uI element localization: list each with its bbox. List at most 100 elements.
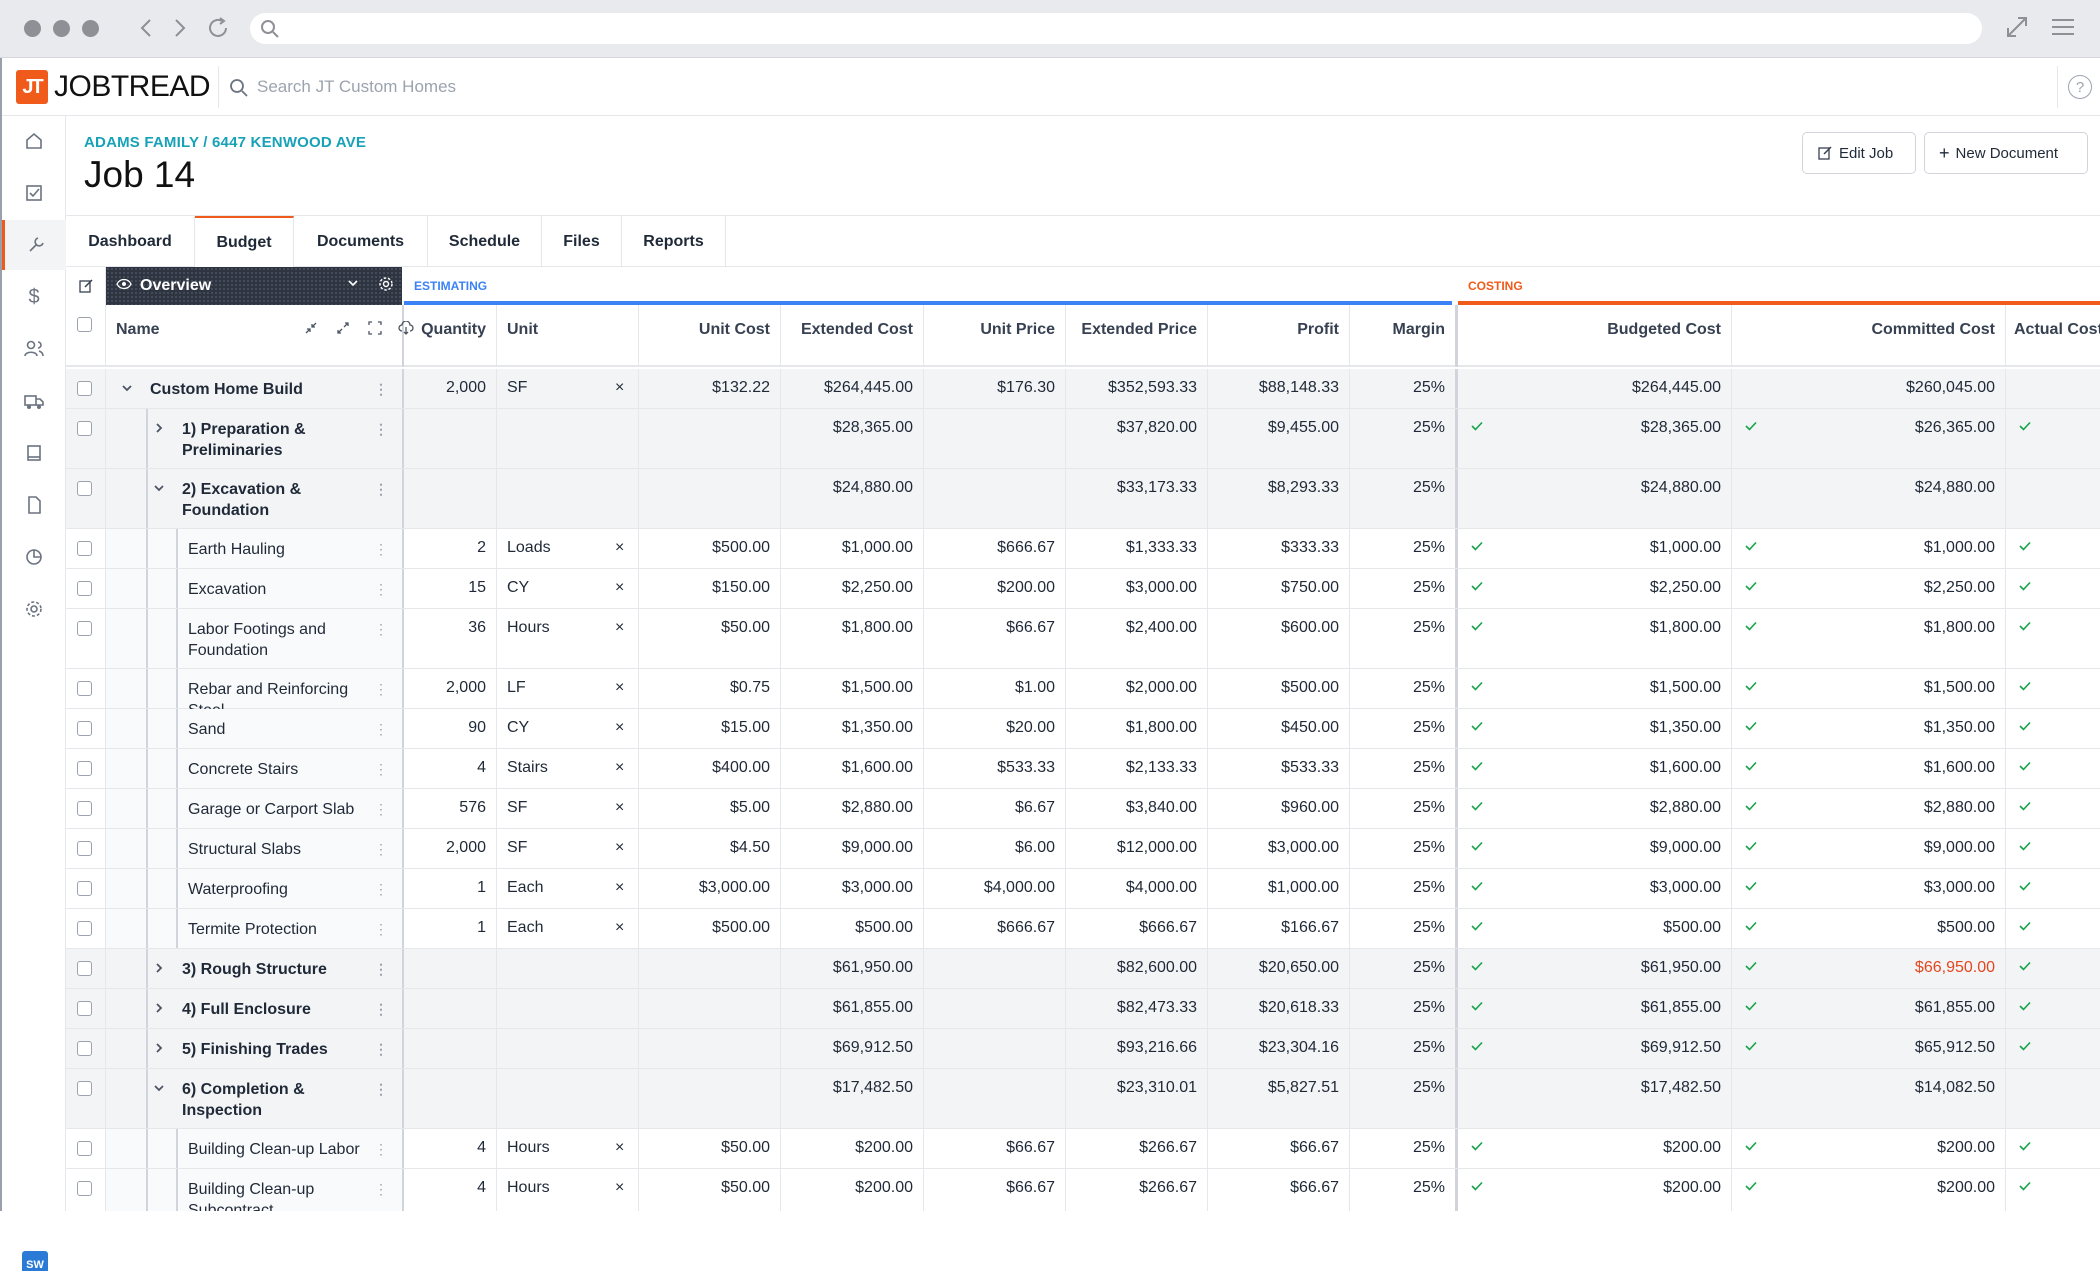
unit-cell[interactable]: Each × [497, 869, 639, 908]
item-name-cell[interactable]: Garage or Carport Slab ⋮ [106, 789, 404, 828]
budgeted-cost-cell[interactable]: $264,445.00 [1458, 369, 1732, 408]
unit-cost-cell[interactable]: $132.22 [639, 369, 781, 408]
unit-cost-cell[interactable]: $500.00 [639, 529, 781, 568]
row-menu-icon[interactable]: ⋮ [374, 681, 388, 697]
unit-cost-cell[interactable] [639, 1069, 781, 1128]
tab-reports[interactable]: Reports [622, 216, 726, 267]
committed-cost-cell[interactable]: $1,350.00 [1732, 709, 2006, 748]
chevron-down-icon[interactable] [152, 480, 166, 501]
breadcrumb[interactable]: ADAMS FAMILY / 6447 KENWOOD AVE [84, 134, 367, 151]
profit-cell[interactable]: $533.33 [1208, 749, 1350, 788]
item-name-cell[interactable]: 1) Preparation & Preliminaries ⋮ [106, 409, 404, 468]
unit-cost-cell[interactable]: $50.00 [639, 609, 781, 668]
budget-group-row[interactable]: 5) Finishing Trades ⋮ $69,912.50 $93,216.66… [66, 1029, 2100, 1069]
row-menu-icon[interactable]: ⋮ [374, 1041, 388, 1057]
col-header-profit[interactable]: Profit [1208, 305, 1350, 367]
extended-cost-cell[interactable]: $1,350.00 [781, 709, 924, 748]
extended-cost-cell[interactable]: $200.00 [781, 1129, 924, 1168]
maximize-window-button[interactable] [82, 20, 99, 37]
actual-cost-cell[interactable] [2006, 1129, 2100, 1168]
clear-unit-icon[interactable]: × [615, 879, 625, 896]
user-avatar[interactable]: SW [22, 1251, 48, 1271]
clear-unit-icon[interactable]: × [615, 839, 625, 856]
budget-group-row[interactable]: 1) Preparation & Preliminaries ⋮ $28,365.0… [66, 409, 2100, 469]
unit-cost-cell[interactable]: $150.00 [639, 569, 781, 608]
row-menu-icon[interactable]: ⋮ [374, 841, 388, 857]
budget-item-row[interactable]: Building Clean-up Labor ⋮ 4 Hours × $50.00 $20… [66, 1129, 2100, 1169]
profit-cell[interactable]: $9,455.00 [1208, 409, 1350, 468]
help-icon[interactable]: ? [2068, 75, 2092, 99]
unit-cost-cell[interactable] [639, 949, 781, 988]
extended-cost-cell[interactable]: $3,000.00 [781, 869, 924, 908]
profit-cell[interactable]: $960.00 [1208, 789, 1350, 828]
item-name-cell[interactable]: Structural Slabs ⋮ [106, 829, 404, 868]
jobtread-logo[interactable]: JT JOBTREAD [16, 70, 211, 104]
quantity-cell[interactable] [404, 949, 497, 988]
unit-cell[interactable]: Stairs × [497, 749, 639, 788]
row-checkbox[interactable] [77, 621, 92, 636]
budget-group-row[interactable]: 3) Rough Structure ⋮ $61,950.00 $82,600.00 $… [66, 949, 2100, 989]
collapse-all-icon[interactable] [304, 321, 318, 340]
extended-cost-cell[interactable]: $17,482.50 [781, 1069, 924, 1128]
row-menu-icon[interactable]: ⋮ [374, 581, 388, 597]
extended-price-cell[interactable]: $93,216.66 [1066, 1029, 1208, 1068]
item-name-cell[interactable]: Custom Home Build ⋮ [106, 369, 404, 408]
actual-cost-cell[interactable] [2006, 869, 2100, 908]
actual-cost-cell[interactable] [2006, 709, 2100, 748]
unit-price-cell[interactable]: $6.67 [924, 789, 1066, 828]
extended-cost-cell[interactable]: $24,880.00 [781, 469, 924, 528]
address-bar[interactable] [250, 13, 1982, 44]
profit-cell[interactable]: $166.67 [1208, 909, 1350, 948]
home-icon[interactable] [2, 116, 66, 166]
quantity-cell[interactable]: 1 [404, 909, 497, 948]
global-search-input[interactable]: Search JT Custom Homes [218, 66, 2058, 108]
margin-cell[interactable]: 25% [1350, 529, 1458, 568]
unit-cell[interactable]: Hours × [497, 1129, 639, 1168]
row-menu-icon[interactable]: ⋮ [374, 721, 388, 737]
item-name-cell[interactable]: Concrete Stairs ⋮ [106, 749, 404, 788]
minimize-window-button[interactable] [53, 20, 70, 37]
unit-price-cell[interactable] [924, 989, 1066, 1028]
clear-unit-icon[interactable]: × [615, 919, 625, 936]
row-menu-icon[interactable]: ⋮ [374, 961, 388, 977]
actual-cost-cell[interactable] [2006, 1069, 2100, 1128]
clear-unit-icon[interactable]: × [615, 799, 625, 816]
committed-cost-cell[interactable]: $260,045.00 [1732, 369, 2006, 408]
view-settings-gear-icon[interactable] [378, 276, 394, 297]
row-checkbox[interactable] [77, 881, 92, 896]
actual-cost-cell[interactable] [2006, 1029, 2100, 1068]
book-icon[interactable] [2, 428, 66, 478]
budgeted-cost-cell[interactable]: $200.00 [1458, 1169, 1732, 1211]
chevron-right-icon[interactable] [152, 420, 166, 441]
profit-cell[interactable]: $450.00 [1208, 709, 1350, 748]
committed-cost-cell[interactable]: $200.00 [1732, 1129, 2006, 1168]
unit-cell[interactable]: SF × [497, 789, 639, 828]
unit-cost-cell[interactable]: $50.00 [639, 1129, 781, 1168]
margin-cell[interactable]: 25% [1350, 569, 1458, 608]
budgeted-cost-cell[interactable]: $61,950.00 [1458, 949, 1732, 988]
extended-cost-cell[interactable]: $264,445.00 [781, 369, 924, 408]
extended-price-cell[interactable]: $37,820.00 [1066, 409, 1208, 468]
unit-cost-cell[interactable] [639, 989, 781, 1028]
item-name-cell[interactable]: 5) Finishing Trades ⋮ [106, 1029, 404, 1068]
budget-item-row[interactable]: Building Clean-up Subcontract ⋮ 4 Hours × $50… [66, 1169, 2100, 1211]
dollar-icon[interactable]: $ [28, 285, 40, 308]
margin-cell[interactable]: 25% [1350, 869, 1458, 908]
unit-price-cell[interactable]: $666.67 [924, 909, 1066, 948]
row-menu-icon[interactable]: ⋮ [374, 881, 388, 897]
extended-cost-cell[interactable]: $2,250.00 [781, 569, 924, 608]
col-header-unit-price[interactable]: Unit Price [924, 305, 1066, 367]
unit-cell[interactable]: Hours × [497, 609, 639, 668]
item-name-cell[interactable]: 3) Rough Structure ⋮ [106, 949, 404, 988]
item-name-cell[interactable]: Termite Protection ⋮ [106, 909, 404, 948]
budgeted-cost-cell[interactable]: $1,800.00 [1458, 609, 1732, 668]
margin-cell[interactable]: 25% [1350, 369, 1458, 408]
col-header-name[interactable]: Name [106, 305, 414, 367]
col-header-extended-price[interactable]: Extended Price [1066, 305, 1208, 367]
extended-cost-cell[interactable]: $500.00 [781, 909, 924, 948]
extended-price-cell[interactable]: $666.67 [1066, 909, 1208, 948]
unit-price-cell[interactable]: $1.00 [924, 669, 1066, 708]
row-checkbox[interactable] [77, 761, 92, 776]
quantity-cell[interactable]: 1 [404, 869, 497, 908]
col-header-unit-cost[interactable]: Unit Cost [639, 305, 781, 367]
